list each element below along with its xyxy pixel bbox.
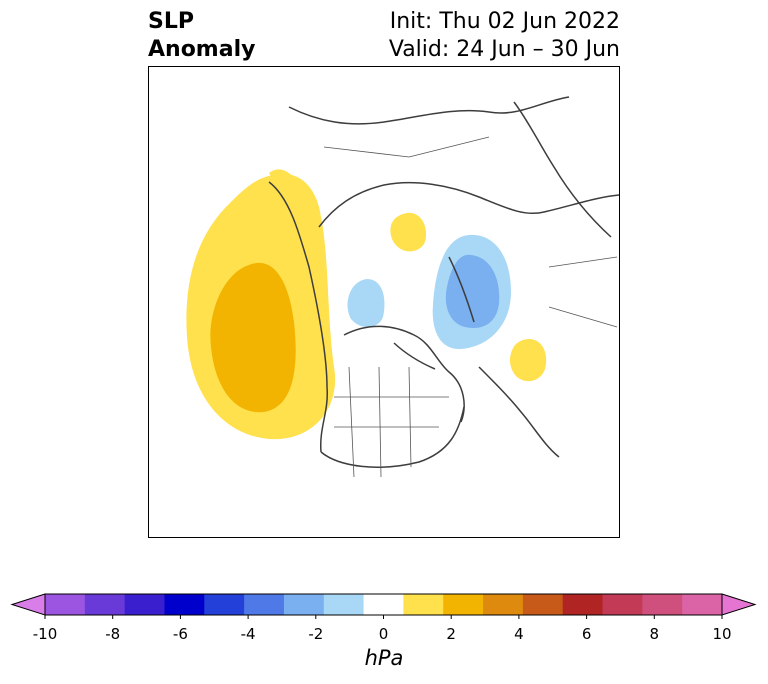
colorbar-cell bbox=[204, 594, 245, 615]
colorbar-cell bbox=[124, 594, 165, 615]
anomaly-negative-core-scandinavia bbox=[445, 254, 500, 328]
colorbar-cell bbox=[562, 594, 604, 615]
colorbar-tick-label: 6 bbox=[581, 625, 592, 643]
borders bbox=[323, 136, 618, 478]
colorbar-cell bbox=[483, 594, 524, 615]
colorbar-tick-label: 0 bbox=[378, 625, 389, 643]
colorbar-cell bbox=[642, 594, 683, 615]
anomaly-negative-beaufort bbox=[347, 279, 385, 328]
colorbar-cell bbox=[522, 594, 564, 615]
colorbar-tick-label: -10 bbox=[32, 625, 58, 643]
colorbar-tick-label: -6 bbox=[172, 625, 188, 643]
colorbar-cell bbox=[323, 594, 365, 615]
colorbar bbox=[10, 593, 757, 619]
colorbar-extend-high bbox=[721, 593, 757, 616]
colorbar-tick-label: 8 bbox=[649, 625, 660, 643]
colorbar-tick-label: -4 bbox=[240, 625, 256, 643]
coastlines bbox=[268, 96, 619, 468]
colorbar-cell bbox=[602, 594, 643, 615]
colorbar-cells bbox=[10, 593, 757, 616]
anomaly-positive-core-west-coast bbox=[210, 262, 296, 413]
map-svg bbox=[186, 96, 619, 478]
colorbar-tick-marks bbox=[44, 615, 723, 619]
colorbar-tick-label: 10 bbox=[712, 625, 732, 643]
colorbar-cell bbox=[682, 594, 723, 615]
colorbar-cell bbox=[443, 594, 484, 615]
colorbar-tick-label: 2 bbox=[446, 625, 456, 643]
title-line-2: Anomaly bbox=[148, 37, 256, 62]
anomaly-positive-north-atlantic bbox=[510, 339, 547, 382]
colorbar-tick-label: -8 bbox=[105, 625, 121, 643]
colorbar-cell bbox=[283, 594, 325, 615]
colorbar-cell bbox=[363, 594, 404, 615]
colorbar-cell bbox=[244, 594, 285, 615]
title-line-1: SLP bbox=[148, 9, 194, 34]
map-panel bbox=[148, 66, 620, 538]
colorbar-unit-label: hPa bbox=[364, 646, 404, 670]
map-title: SLP Anomaly bbox=[148, 8, 255, 64]
colorbar-cell bbox=[403, 594, 444, 615]
colorbar-extend-low bbox=[10, 593, 46, 616]
anomaly-positive-north-tip bbox=[269, 169, 299, 189]
colorbar-cell bbox=[84, 594, 126, 615]
colorbar-cell bbox=[164, 594, 205, 615]
colorbar-tick-label: -2 bbox=[308, 625, 324, 643]
forecast-dates: Init: Thu 02 Jun 2022 Valid: 24 Jun – 30… bbox=[389, 8, 620, 64]
valid-range: Valid: 24 Jun – 30 Jun bbox=[388, 37, 620, 62]
init-date: Init: Thu 02 Jun 2022 bbox=[389, 9, 620, 34]
colorbar-tick-label: 4 bbox=[514, 625, 524, 643]
anomaly-positive-east-siberia bbox=[390, 212, 427, 252]
colorbar-cell bbox=[45, 594, 86, 615]
